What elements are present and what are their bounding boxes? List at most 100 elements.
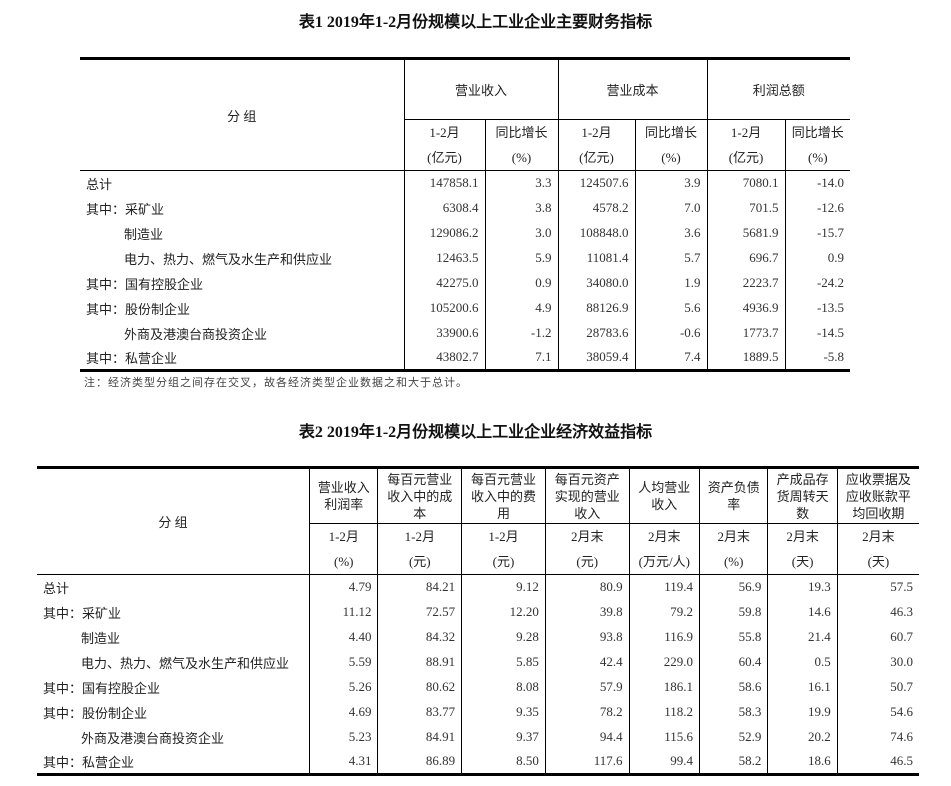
value-cell: 46.5 [836, 749, 919, 775]
value-cell: 6308.4 [403, 195, 485, 221]
value-cell: 119.4 [628, 574, 700, 600]
column-header: 每百元营业收入中的费用 [461, 467, 546, 524]
table-row: 其中：私营企业 43802.7 7.1 38059.4 7.4 1889.5 -5.8 [80, 345, 851, 371]
sub-header-cell: 2月末 (万元/人) [628, 523, 700, 575]
value-cell: 2223.7 [706, 270, 786, 296]
value-cell: 5.9 [484, 245, 559, 271]
table-row: 外商及港澳台商投资企业 33900.6 -1.2 28783.6 -0.6 1773.7-… [80, 320, 851, 346]
value-cell: 34080.0 [557, 270, 636, 296]
period-label: 1-2月 [730, 125, 762, 140]
period-label: 2月末 [717, 529, 750, 544]
value-cell: 33900.6 [403, 320, 485, 346]
value-cell: 5.23 [309, 724, 378, 750]
value-cell: 7.0 [634, 195, 708, 221]
value-cell: -1.2 [484, 320, 559, 346]
value-cell: 86.89 [377, 749, 462, 775]
value-cell: 84.91 [377, 724, 462, 750]
value-cell: 74.6 [836, 724, 919, 750]
value-cell: 57.9 [544, 674, 630, 700]
group-header: 分 组 [158, 515, 188, 530]
value-cell: 1773.7 [706, 320, 786, 346]
value-cell: 4936.9 [706, 295, 786, 321]
unit-label: (亿元) [427, 150, 462, 165]
value-cell: 7.1 [484, 345, 559, 371]
value-cell: 60.7 [836, 624, 919, 650]
value-cell: 46.3 [836, 599, 919, 625]
value-cell: 58.3 [698, 699, 768, 725]
value-cell: 5.7 [634, 245, 708, 271]
value-cell: -0.6 [634, 320, 708, 346]
value-cell: 80.9 [544, 574, 630, 600]
table-row: 制造业 4.40 84.32 9.28 93.8 116.9 55.8 21.4 60.7 [37, 624, 919, 650]
unit-label: (天) [791, 554, 814, 569]
value-cell: -14.0 [784, 170, 851, 196]
value-cell: -24.2 [784, 270, 851, 296]
value-cell: 38059.4 [557, 345, 636, 371]
value-cell: 14.6 [767, 599, 838, 625]
column-header: 资产负债率 [698, 467, 768, 524]
value-cell: 99.4 [628, 749, 700, 775]
table1-title: 表1 2019年1-2月份规模以上工业企业主要财务指标 [298, 14, 653, 31]
value-cell: 16.1 [767, 674, 838, 700]
value-cell: 58.6 [698, 674, 768, 700]
value-cell: 4.79 [309, 574, 378, 600]
value-cell: -15.7 [784, 220, 851, 246]
period-label: 1-2月 [488, 529, 519, 544]
column-header: 产成品存货周转天数 [767, 467, 838, 524]
unit-label: (%) [808, 150, 828, 165]
sub-header-cell: 1-2月 (亿元) [706, 119, 786, 171]
value-cell: 94.4 [544, 724, 630, 750]
column-header: 应收票据及应收账款平均回收期 [836, 467, 919, 524]
column-header: 人均营业收入 [628, 467, 700, 524]
value-cell: 118.2 [628, 699, 700, 725]
value-cell: 60.4 [698, 649, 768, 675]
value-cell: 229.0 [628, 649, 700, 675]
value-cell: 129086.2 [403, 220, 485, 246]
value-cell: 84.32 [377, 624, 462, 650]
value-cell: 19.9 [767, 699, 838, 725]
value-cell: 4.9 [484, 295, 559, 321]
period-label: 2月末 [786, 529, 819, 544]
sub-header-cell: 2月末 (天) [767, 523, 838, 575]
row-label: 其中：采矿业 [86, 201, 165, 217]
period-label: 同比增长 [495, 125, 548, 140]
value-cell: 8.50 [461, 749, 546, 775]
unit-label: (天) [867, 554, 890, 569]
value-cell: 56.9 [698, 574, 768, 600]
row-label: 总计 [43, 580, 70, 596]
row-label: 总计 [86, 176, 113, 192]
unit-label: (元) [408, 554, 431, 569]
value-cell: 147858.1 [403, 170, 485, 196]
value-cell: 83.77 [377, 699, 462, 725]
value-cell: -5.8 [784, 345, 851, 371]
value-cell: 50.7 [836, 674, 919, 700]
value-cell: 84.21 [377, 574, 462, 600]
value-cell: 57.5 [836, 574, 919, 600]
sub-header-cell: 1-2月 (%) [309, 523, 378, 575]
row-label: 电力、热力、燃气及水生产和供应业 [81, 655, 290, 671]
col-group-profit: 利润总额 [706, 58, 851, 120]
table-row: 其中：股份制企业 105200.6 4.9 88126.9 5.6 4936.9 -13.5 [80, 295, 851, 321]
unit-label: (元) [492, 554, 515, 569]
table1-note: 注：经济类型分组之间存在交叉，故各经济类型企业数据之和大于总计。 [84, 377, 468, 389]
row-label: 电力、热力、燃气及水生产和供应业 [124, 251, 333, 267]
period-label: 1-2月 [581, 125, 612, 140]
period-label: 1-2月 [328, 529, 359, 544]
table-row: 其中：国有控股企业 5.26 80.62 8.08 57.9 186.1 58.6 16.1 5… [37, 674, 919, 700]
value-cell: 5.6 [634, 295, 708, 321]
value-cell: 3.9 [634, 170, 708, 196]
value-cell: 0.9 [484, 270, 559, 296]
row-label: 其中：私营企业 [43, 754, 135, 770]
sub-header-cell: 1-2月 (亿元) [403, 119, 485, 171]
value-cell: 3.0 [484, 220, 559, 246]
value-cell: 108848.0 [557, 220, 636, 246]
value-cell: 5.85 [461, 649, 546, 675]
unit-label: (%) [334, 554, 354, 569]
sub-header-cell: 1-2月 (元) [461, 523, 546, 575]
value-cell: 115.6 [628, 724, 700, 750]
period-label: 1-2月 [404, 529, 435, 544]
row-label: 其中：国有控股企业 [86, 276, 204, 292]
table-row: 其中：采矿业 11.12 72.57 12.20 39.8 79.2 59.8 14.6 46.… [37, 599, 919, 625]
table-row: 外商及港澳台商投资企业 5.23 84.91 9.37 94.4 115.6 52.9 20.… [37, 724, 919, 750]
value-cell: 78.2 [544, 699, 630, 725]
